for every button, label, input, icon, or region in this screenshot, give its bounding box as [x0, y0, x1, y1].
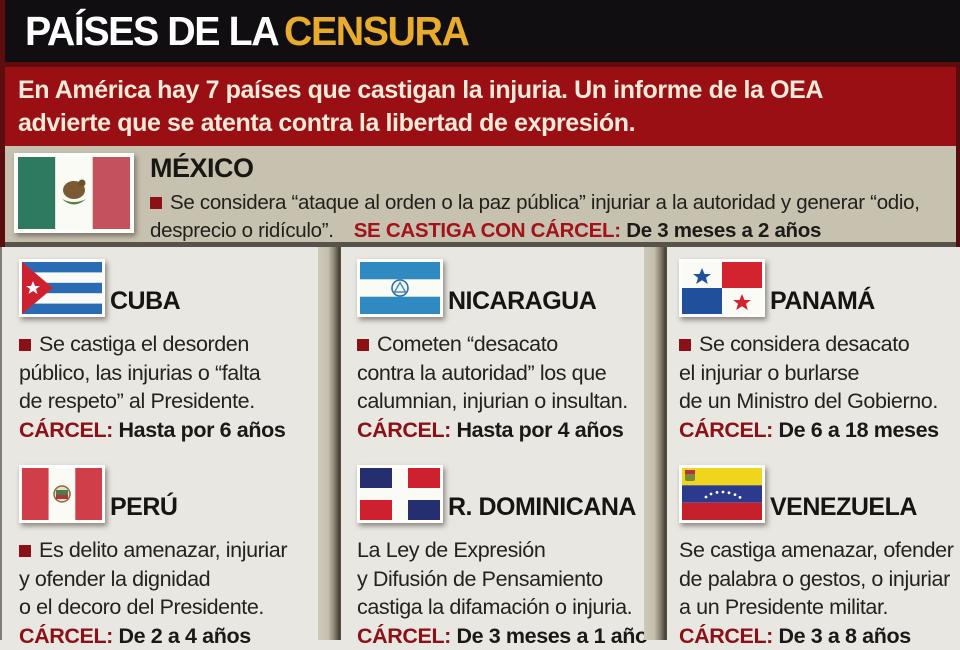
- country-block-peru: PERÚ Es delito amenazar, injuriar y ofen…: [19, 461, 318, 650]
- carcel-value: De 6 a 18 meses: [778, 417, 940, 442]
- panama-flag: [679, 259, 765, 317]
- carcel-label: CÁRCEL:: [679, 417, 773, 442]
- carcel-label: CÁRCEL:: [19, 417, 113, 442]
- carcel-value: De 3 meses a 1 año: [456, 623, 649, 648]
- left-border-strip-lower: [0, 247, 2, 640]
- country-header-dominicana: R. DOMINICANA: [357, 461, 644, 523]
- bullet-icon: [357, 339, 369, 351]
- carcel-value: De 2 a 4 años: [118, 623, 252, 648]
- bullet-icon: [19, 545, 31, 557]
- country-name-dominicana: R. DOMINICANA: [448, 493, 636, 521]
- mexico-penalty-value: De 3 meses a 2 años: [626, 219, 822, 242]
- country-header-peru: PERÚ: [19, 461, 318, 523]
- country-name-peru: PERÚ: [110, 493, 178, 521]
- country-body-venezuela: Se castiga amenazar, ofender de palabra …: [679, 538, 954, 648]
- carcel-value: De 3 a 8 años: [778, 623, 912, 648]
- country-body-nicaragua: Cometen “desacato contra la autoridad” l…: [357, 332, 628, 442]
- mexico-text: Se considera “ataque al orden o la paz p…: [150, 189, 920, 245]
- cuba-flag: [19, 259, 105, 317]
- nicaragua-flag: [357, 259, 443, 317]
- country-block-panama: PANAMÁ Se considera desacato el injuriar…: [679, 255, 957, 444]
- country-header-panama: PANAMÁ: [679, 255, 957, 317]
- countries-grid: CUBA Se castiga el desorden público, las…: [0, 247, 960, 648]
- bullet-icon: [19, 339, 31, 351]
- page-title: PAÍSES DE LA CENSURA: [25, 7, 470, 55]
- bullet-icon: [679, 339, 691, 351]
- carcel-label: CÁRCEL:: [19, 623, 113, 648]
- column-1: CUBA Se castiga el desorden público, las…: [2, 247, 318, 648]
- carcel-label: CÁRCEL:: [357, 623, 451, 648]
- column-2: NICARAGUA Cometen “desacato contra la au…: [341, 247, 648, 648]
- page-title-yellow: CENSURA: [283, 7, 470, 54]
- mexico-text-line-2: desprecio o ridículo”. SE CASTIGA CON CÁR…: [150, 219, 822, 242]
- venezuela-flag: [679, 465, 765, 523]
- mexico-flag: [14, 153, 134, 233]
- bullet-icon: [150, 197, 162, 209]
- country-block-nicaragua: NICARAGUA Cometen “desacato contra la au…: [357, 255, 644, 444]
- country-body-panama: Se considera desacato el injuriar o burl…: [679, 332, 940, 442]
- country-name-venezuela: VENEZUELA: [770, 493, 917, 521]
- mexico-text-line-1: Se considera “ataque al orden o la paz p…: [150, 189, 920, 217]
- country-body-peru: Es delito amenazar, injuriar y ofender l…: [19, 538, 288, 648]
- country-body-dominicana: La Ley de Expresión y Difusión de Pensam…: [357, 538, 648, 648]
- intro-bar: En América hay 7 países que castigan la …: [0, 62, 960, 146]
- country-header-nicaragua: NICARAGUA: [357, 255, 644, 317]
- peru-flag: [19, 465, 105, 523]
- carcel-value: Hasta por 6 años: [118, 417, 286, 442]
- page-title-white: PAÍSES DE LA: [25, 7, 280, 54]
- left-border-strip: [0, 0, 5, 247]
- carcel-value: Hasta por 4 años: [456, 417, 624, 442]
- country-body-cuba: Se castiga el desorden público, las inju…: [19, 332, 286, 442]
- dominican-republic-flag: [357, 465, 443, 523]
- country-header-venezuela: VENEZUELA: [679, 461, 957, 523]
- country-name-cuba: CUBA: [110, 287, 181, 315]
- carcel-label: CÁRCEL:: [679, 623, 773, 648]
- country-name-mexico: MÉXICO: [150, 153, 254, 183]
- country-name-nicaragua: NICARAGUA: [448, 287, 597, 315]
- mexico-penalty-label: SE CASTIGA CON CÁRCEL:: [353, 219, 621, 242]
- column-divider: [318, 247, 341, 640]
- column-3: PANAMÁ Se considera desacato el injuriar…: [667, 247, 957, 648]
- country-header-cuba: CUBA: [19, 255, 318, 317]
- header: PAÍSES DE LA CENSURA: [0, 0, 960, 62]
- intro-line-2: advierte que se atenta contra la liberta…: [18, 109, 636, 137]
- right-border-strip: [956, 62, 960, 247]
- column-divider: [644, 247, 667, 640]
- country-name-panama: PANAMÁ: [770, 287, 875, 315]
- intro-line-1: En América hay 7 países que castigan la …: [18, 76, 824, 104]
- mexico-section: MÉXICO Se considera “ataque al orden o l…: [0, 146, 960, 247]
- country-block-dominicana: R. DOMINICANA La Ley de Expresión y Difu…: [357, 461, 648, 650]
- carcel-label: CÁRCEL:: [357, 417, 451, 442]
- country-block-cuba: CUBA Se castiga el desorden público, las…: [19, 255, 318, 444]
- country-block-venezuela: VENEZUELA Se castiga amenazar, ofender d…: [679, 461, 957, 650]
